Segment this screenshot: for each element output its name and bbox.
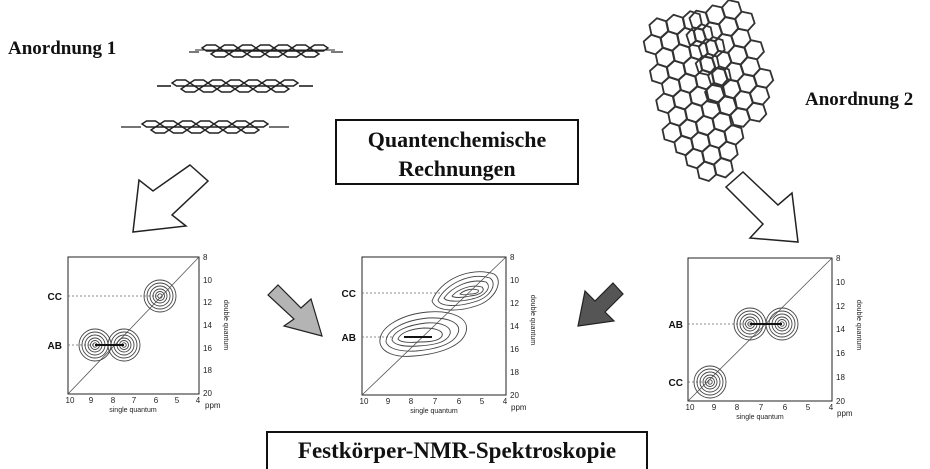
y-tick: 10 <box>836 278 845 287</box>
y-tick-labels: 8 10 12 14 16 18 20 <box>203 253 212 398</box>
x-tick: 7 <box>433 397 438 406</box>
y-tick: 8 <box>203 253 208 262</box>
contour-cc <box>431 271 499 311</box>
x-tick: 8 <box>111 396 116 405</box>
box-line-1: Quantenchemische <box>367 127 547 152</box>
peak-label-cc: CC <box>669 378 683 389</box>
x-tick: 4 <box>196 396 201 405</box>
nmr-spectrum-right: AB CC 10 9 8 7 6 5 4 ppm single quantum … <box>669 254 862 421</box>
x-tick: 7 <box>759 403 764 412</box>
unit-label: ppm <box>837 409 853 418</box>
y-tick: 18 <box>510 368 519 377</box>
box-title: Festkörper-NMR-Spektroskopie <box>297 438 617 463</box>
unit-label: ppm <box>511 403 527 412</box>
x-tick: 5 <box>480 397 485 406</box>
x-tick: 7 <box>132 396 137 405</box>
arrow-hollow-left-shape <box>132 164 210 233</box>
arrow-grey-light-shape <box>267 284 323 337</box>
x-tick: 10 <box>360 397 369 406</box>
arrow-hollow-right-shape <box>724 170 799 243</box>
y-tick: 12 <box>510 299 519 308</box>
nmr-spectrum-left: CC AB 10 9 8 7 6 5 4 ppm single quantum … <box>48 253 229 414</box>
y-tick-labels: 8 10 12 14 16 18 20 <box>510 253 519 400</box>
y-tick: 20 <box>203 389 212 398</box>
nmr-spectrum-middle: CC AB 10 9 8 7 6 5 4 ppm single quantum … <box>342 253 536 415</box>
y-tick: 14 <box>510 322 519 331</box>
arrow-grey-dark-shape <box>577 282 624 327</box>
y-tick: 16 <box>510 345 519 354</box>
graphene-sheet-top <box>189 44 343 58</box>
x-tick: 8 <box>409 397 414 406</box>
x-axis-label: single quantum <box>109 407 157 414</box>
y-axis-label: double quantum <box>529 295 536 345</box>
y-tick: 20 <box>510 391 519 400</box>
x-axis-label: single quantum <box>410 408 458 415</box>
molecule-stack-arrangement-1 <box>121 44 343 134</box>
peak-label-cc: CC <box>48 292 62 303</box>
diagonal-line <box>67 256 200 395</box>
box-line-2: Rechnungen <box>398 155 516 181</box>
arrow-grey-light <box>267 284 323 337</box>
arrow-grey-dark <box>577 282 624 327</box>
diagonal-line <box>361 256 507 396</box>
y-tick: 16 <box>836 349 845 358</box>
x-tick: 5 <box>175 396 180 405</box>
x-tick: 6 <box>783 403 788 412</box>
x-axis-label: single quantum <box>736 414 784 421</box>
solid-state-nmr-box: Festkörper-NMR-Spektroskopie <box>266 431 648 469</box>
x-tick-labels: 10 9 8 7 6 5 4 <box>686 403 834 412</box>
y-tick: 16 <box>203 344 212 353</box>
y-tick: 10 <box>510 276 519 285</box>
peak-label-ab: AB <box>342 333 356 344</box>
x-tick: 9 <box>386 397 391 406</box>
unit-label: ppm <box>205 401 221 410</box>
y-tick: 10 <box>203 276 212 285</box>
x-tick-labels: 10 9 8 7 6 5 4 <box>66 396 201 405</box>
peak-label-ab: AB <box>48 341 62 352</box>
contour-ab <box>379 311 467 357</box>
peak-label-cc: CC <box>342 289 356 300</box>
x-tick: 4 <box>503 397 508 406</box>
y-tick: 8 <box>836 254 841 263</box>
x-tick: 6 <box>154 396 159 405</box>
x-tick-labels: 10 9 8 7 6 5 4 <box>360 397 508 406</box>
graphene-sheet-bottom <box>121 120 289 134</box>
x-tick: 9 <box>89 396 94 405</box>
quantum-chemical-calculations-box: Quantenchemische Rechnungen <box>335 119 579 185</box>
x-tick: 4 <box>829 403 834 412</box>
graphene-sheet-back <box>684 0 776 131</box>
x-tick: 6 <box>457 397 462 406</box>
diagonal-line <box>687 257 833 402</box>
x-tick: 10 <box>66 396 75 405</box>
arrangement-1-label: Anordnung 1 <box>8 38 117 59</box>
x-tick: 8 <box>735 403 740 412</box>
graphene-sheet-middle <box>157 79 313 93</box>
x-tick: 10 <box>686 403 695 412</box>
y-tick: 12 <box>836 302 845 311</box>
y-axis-label: double quantum <box>855 300 862 350</box>
arrangement-2-label: Anordnung 2 <box>805 89 914 110</box>
y-tick: 12 <box>203 298 212 307</box>
y-tick: 8 <box>510 253 515 262</box>
y-tick: 20 <box>836 397 845 406</box>
peak-label-ab: AB <box>669 320 683 331</box>
y-axis-label: double quantum <box>222 300 229 350</box>
y-tick: 18 <box>203 366 212 375</box>
x-tick: 5 <box>806 403 811 412</box>
x-tick: 9 <box>712 403 717 412</box>
molecule-stack-arrangement-2 <box>641 0 776 184</box>
y-tick: 14 <box>836 325 845 334</box>
y-tick-labels: 8 10 12 14 16 18 20 <box>836 254 845 406</box>
y-tick: 14 <box>203 321 212 330</box>
y-tick: 18 <box>836 373 845 382</box>
arrow-hollow-right <box>724 170 799 243</box>
arrow-hollow-left <box>132 164 210 233</box>
